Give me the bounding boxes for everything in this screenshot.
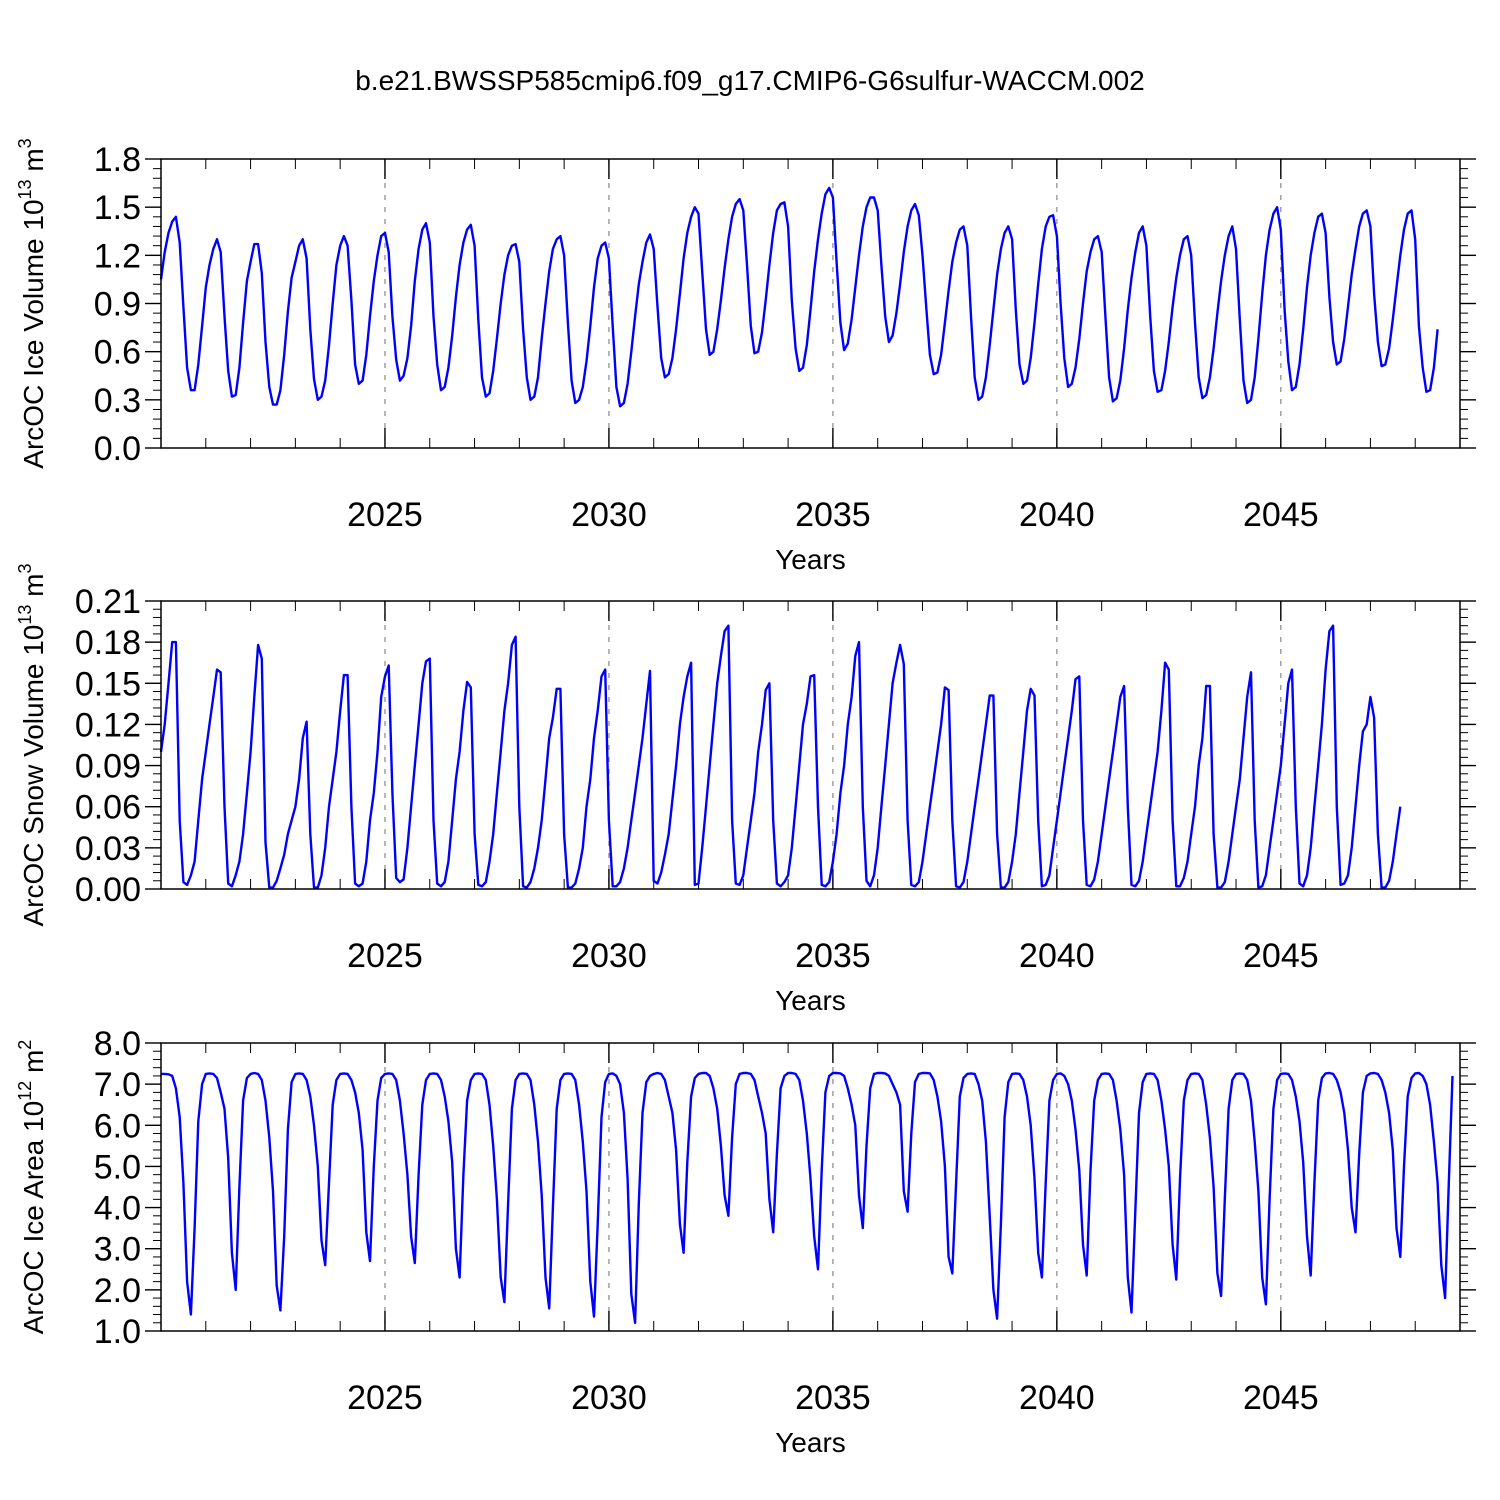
x-tick-label: 2040 — [1019, 1379, 1095, 1417]
y-axis-label-text: ArcOC Ice Volume 10 — [18, 199, 49, 468]
y-axis-label-exponent: 13 — [15, 605, 35, 625]
y-tick-label: 0.15 — [75, 665, 141, 703]
y-tick-label: 4.0 — [94, 1190, 141, 1228]
y-tick-label: 5.0 — [94, 1148, 141, 1186]
y-axis-label-unit-exponent: 2 — [15, 1040, 35, 1050]
y-tick-label: 6.0 — [94, 1107, 141, 1145]
y-tick-label: 0.6 — [94, 334, 141, 372]
y-tick-label: 0.12 — [75, 706, 141, 744]
y-tick-label: 1.2 — [94, 237, 141, 275]
plot-frame — [160, 600, 1461, 890]
y-tick-label: 3.0 — [94, 1231, 141, 1269]
x-tick-label: 2030 — [571, 1379, 647, 1417]
figure-title: b.e21.BWSSP585cmip6.f09_g17.CMIP6-G6sulf… — [355, 65, 1145, 96]
y-tick-label: 1.8 — [94, 141, 141, 179]
y-axis-label-unit: m — [18, 573, 49, 604]
panels: 0.0 0.3 0.6 0.9 1.2 1.5 1.8 2025 2030 2035 2040 204… — [15, 138, 1476, 1458]
y-tick-label: 0.9 — [94, 286, 141, 324]
series-line-1 — [159, 186, 1439, 408]
y-tick-label: 0.3 — [94, 382, 141, 420]
x-axis-label: Years — [775, 985, 846, 1016]
x-tick-label: 2035 — [795, 1379, 871, 1417]
y-tick-label: 0.06 — [75, 789, 141, 827]
y-tick-label: 0.03 — [75, 830, 141, 868]
y-tick-label: 0.18 — [75, 624, 141, 662]
y-tick-label: 0.09 — [75, 748, 141, 786]
y-axis-label-unit: m — [18, 1050, 49, 1081]
y-axis-label: ArcOC Snow Volume 1013 m3 — [15, 563, 49, 926]
x-tick-label: 2030 — [571, 496, 647, 534]
plot-frame — [160, 1042, 1461, 1332]
panel-1: 0.0 0.3 0.6 0.9 1.2 1.5 1.8 2025 2030 2035 2040 204… — [15, 138, 1476, 575]
plot-frame — [160, 158, 1461, 449]
x-tick-label: 2045 — [1243, 937, 1319, 975]
x-tick-label: 2025 — [347, 496, 423, 534]
x-tick-label: 2035 — [795, 496, 871, 534]
y-axis-label: ArcOC Ice Area 1012 m2 — [15, 1040, 49, 1335]
y-axis-label-unit: m — [18, 148, 49, 179]
panel-2: 0.000.030.060.09 0.120.150.180.21 2025 2030… — [15, 563, 1476, 1016]
y-tick-label: 8.0 — [94, 1025, 141, 1063]
x-tick-label: 2045 — [1243, 1379, 1319, 1417]
x-tick-label: 2035 — [795, 937, 871, 975]
series-line-1 — [159, 624, 1402, 889]
x-axis-label: Years — [775, 1427, 846, 1458]
y-axis-label-unit-exponent: 3 — [15, 563, 35, 573]
y-tick-label: 0.0 — [94, 430, 141, 468]
y-tick-label: 7.0 — [94, 1066, 141, 1104]
x-tick-label: 2025 — [347, 1379, 423, 1417]
y-axis-label-text: ArcOC Snow Volume 10 — [18, 625, 49, 927]
y-tick-label: 1.0 — [94, 1313, 141, 1351]
x-tick-label: 2040 — [1019, 937, 1095, 975]
x-tick-label: 2045 — [1243, 496, 1319, 534]
series-line-1 — [161, 1071, 1454, 1325]
panel-3: 1.02.03.04.0 5.06.07.08.0 2025 2030 2035 2040… — [15, 1025, 1476, 1458]
y-tick-label: 1.5 — [94, 189, 141, 227]
y-axis-label-exponent: 12 — [15, 1081, 35, 1101]
x-axis-label: Years — [775, 544, 846, 575]
y-axis-label-unit-exponent: 3 — [15, 138, 35, 148]
y-axis-label-exponent: 13 — [15, 179, 35, 199]
y-axis-label-text: ArcOC Ice Area 10 — [18, 1101, 49, 1334]
y-tick-label: 0.00 — [75, 871, 141, 909]
y-tick-label: 0.21 — [75, 583, 141, 621]
x-tick-label: 2025 — [347, 937, 423, 975]
y-axis-label: ArcOC Ice Volume 1013 m3 — [15, 138, 49, 468]
x-tick-label: 2030 — [571, 937, 647, 975]
x-tick-label: 2040 — [1019, 496, 1095, 534]
y-tick-label: 2.0 — [94, 1272, 141, 1310]
